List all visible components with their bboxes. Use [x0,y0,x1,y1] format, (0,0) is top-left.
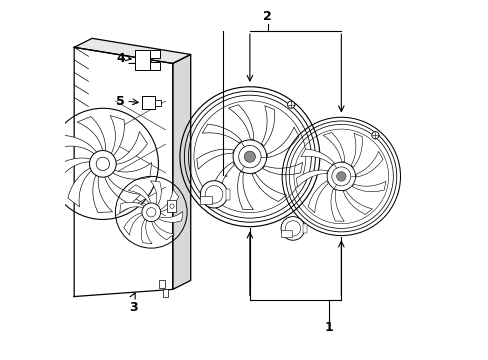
Circle shape [285,221,300,236]
Circle shape [371,132,378,139]
Polygon shape [128,185,151,204]
Circle shape [287,101,294,108]
Polygon shape [56,135,97,154]
Polygon shape [151,221,174,240]
Bar [142,96,155,109]
Bar [163,289,168,297]
Bar [150,62,160,69]
Bar [150,50,160,58]
Polygon shape [160,189,179,212]
Circle shape [169,204,174,208]
Polygon shape [210,162,234,199]
Circle shape [146,208,156,217]
Polygon shape [267,127,299,158]
Circle shape [233,140,266,174]
Circle shape [244,151,255,162]
Polygon shape [355,152,382,177]
Text: 2: 2 [263,10,272,23]
Polygon shape [330,189,344,221]
Polygon shape [115,131,147,165]
Polygon shape [74,47,172,297]
Bar [200,196,212,204]
Circle shape [331,167,350,186]
Circle shape [326,162,355,190]
Bar [225,189,229,200]
Polygon shape [237,171,253,210]
Polygon shape [77,117,105,152]
Polygon shape [74,39,190,63]
Text: 3: 3 [129,301,137,314]
Bar [155,100,161,106]
Circle shape [205,185,223,203]
Polygon shape [54,158,91,182]
Polygon shape [228,105,253,140]
Polygon shape [261,105,274,146]
Circle shape [96,157,109,171]
Polygon shape [123,213,142,235]
Text: 5: 5 [116,95,125,108]
Polygon shape [300,149,334,165]
Bar [303,224,306,233]
Polygon shape [262,162,302,175]
Polygon shape [93,174,112,212]
Circle shape [89,150,116,177]
Polygon shape [110,116,124,157]
Polygon shape [196,149,233,169]
Polygon shape [68,167,92,207]
Circle shape [336,172,346,181]
Polygon shape [120,202,144,213]
Polygon shape [350,133,362,167]
Bar [135,50,150,70]
Text: 1: 1 [324,320,332,333]
Bar [159,280,164,288]
Polygon shape [307,181,327,213]
Circle shape [142,203,160,222]
Circle shape [281,217,304,240]
Polygon shape [141,219,152,244]
Polygon shape [343,190,372,215]
Bar [167,200,176,212]
Polygon shape [112,163,151,179]
Circle shape [238,145,261,168]
Polygon shape [158,211,183,222]
Polygon shape [202,124,242,143]
Circle shape [200,181,227,208]
Text: 4: 4 [116,51,125,64]
Polygon shape [351,181,385,192]
Bar [280,230,291,237]
Polygon shape [150,181,161,206]
Polygon shape [104,175,141,204]
Polygon shape [323,132,344,162]
Polygon shape [251,174,286,202]
Polygon shape [296,170,327,187]
Polygon shape [172,54,190,289]
